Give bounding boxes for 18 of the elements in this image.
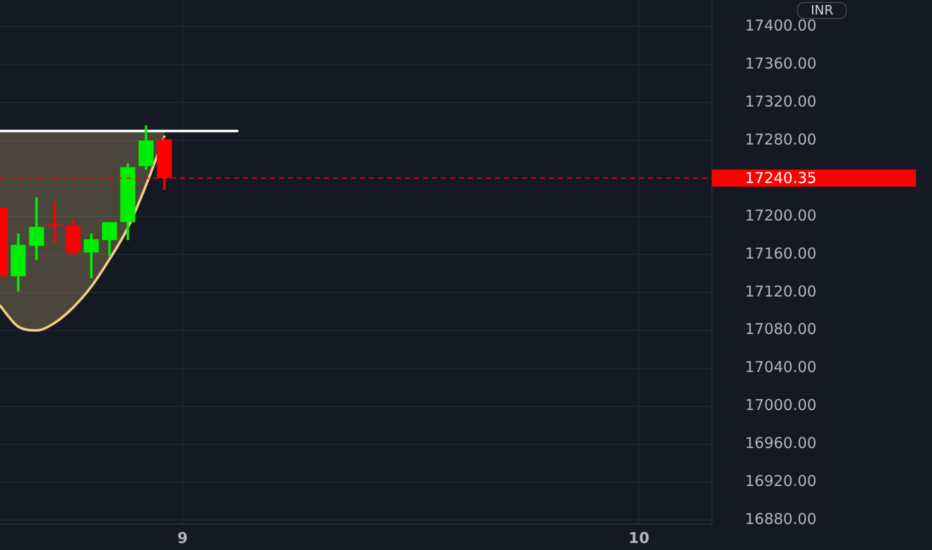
y-tick-label: 17320.00 xyxy=(745,92,817,110)
ref-line-label: 17240.35 xyxy=(745,169,817,188)
candlestick xyxy=(47,201,62,244)
y-tick-label: 17000.00 xyxy=(745,396,817,414)
y-tick-label: 17120.00 xyxy=(745,282,817,300)
y-tick-label: 17360.00 xyxy=(745,54,817,72)
y-axis-title: INR xyxy=(810,3,834,18)
y-tick-label: 17400.00 xyxy=(745,16,817,34)
y-tick-label: 16920.00 xyxy=(745,472,817,490)
y-tick-label: 17200.00 xyxy=(745,206,817,224)
y-tick-label: 17040.00 xyxy=(745,358,817,376)
y-tick-label: 16960.00 xyxy=(745,434,817,452)
y-tick-label: 17080.00 xyxy=(745,320,817,338)
x-tick-label: 10 xyxy=(628,528,650,547)
y-tick-label: 16880.00 xyxy=(745,510,817,528)
y-tick-label: 17280.00 xyxy=(745,130,817,148)
y-tick-label: 17160.00 xyxy=(745,244,817,262)
x-tick-label: 9 xyxy=(177,528,188,547)
